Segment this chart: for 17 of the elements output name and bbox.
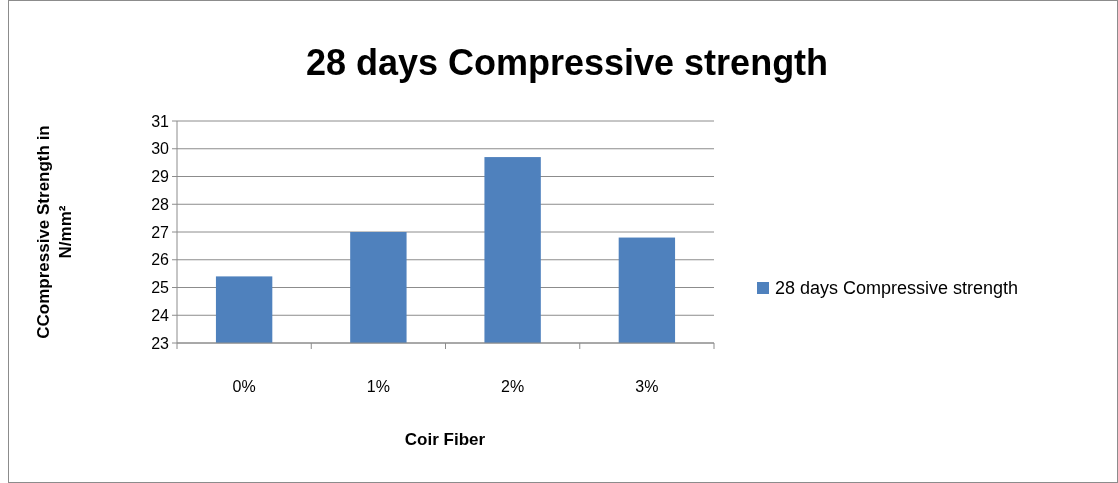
- x-tick-label: 2%: [501, 378, 525, 395]
- y-tick-label: 27: [151, 223, 170, 241]
- chart-title: 28 days Compressive strength: [305, 42, 829, 83]
- y-tick-label: 31: [151, 112, 170, 130]
- y-tick-label: 25: [151, 279, 170, 297]
- x-tick-label: 0%: [232, 378, 256, 395]
- y-axis-title: CCompressive Strength in N/mm²: [34, 125, 75, 339]
- legend-label: 28 days Compressive strength: [775, 278, 1019, 299]
- y-tick-label: 23: [151, 334, 170, 352]
- y-tick-label: 28: [151, 195, 170, 213]
- y-tick-label: 30: [151, 140, 170, 158]
- x-axis-title: Coir Fiber: [404, 430, 486, 449]
- y-tick-label: 26: [151, 251, 170, 269]
- y-tick-label: 29: [151, 168, 170, 186]
- x-tick-label: 1%: [366, 378, 390, 395]
- y-tick-label: 24: [151, 306, 170, 324]
- x-tick-label: 3%: [635, 378, 659, 395]
